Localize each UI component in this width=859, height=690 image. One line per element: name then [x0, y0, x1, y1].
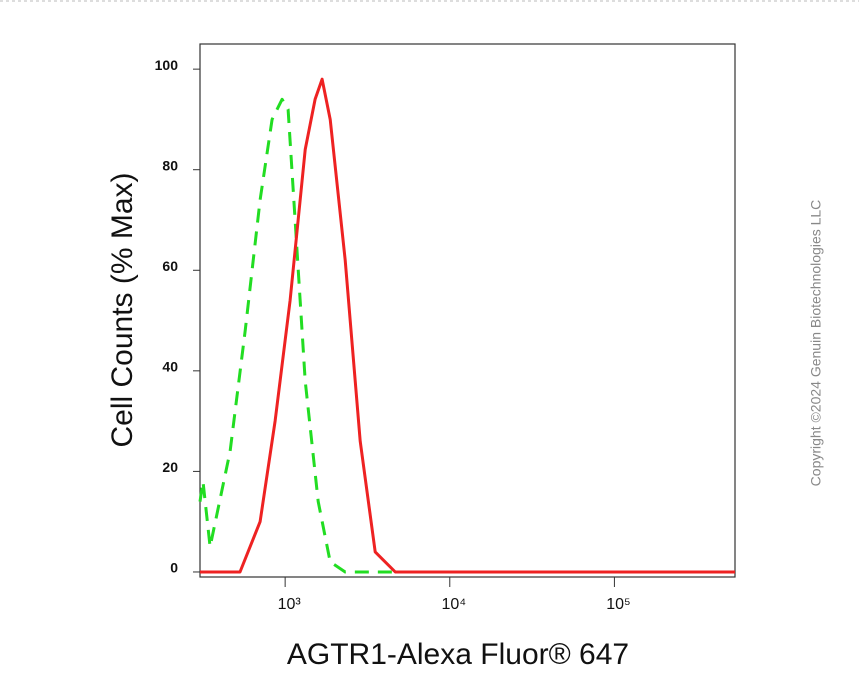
x-tick-label: 10³	[278, 596, 302, 613]
y-tick-label: 0	[170, 560, 178, 576]
series-line	[200, 77, 735, 574]
x-tick-label: 10⁵	[606, 596, 630, 613]
y-tick-label: 80	[162, 157, 178, 173]
plot-frame	[199, 43, 736, 578]
y-axis-label: Cell Counts (% Max)	[106, 172, 139, 447]
y-tick-label: 100	[155, 57, 179, 73]
series-line	[198, 97, 735, 574]
y-tick-label: 40	[162, 359, 178, 375]
x-axis-label: AGTR1-Alexa Fluor® 647	[287, 638, 629, 671]
y-tick-label: 20	[162, 459, 178, 475]
copyright: Copyright ©2024 Genuin Biotechnologies L…	[808, 200, 824, 487]
y-tick-label: 60	[162, 258, 178, 274]
x-tick-label: 10⁴	[441, 596, 466, 613]
